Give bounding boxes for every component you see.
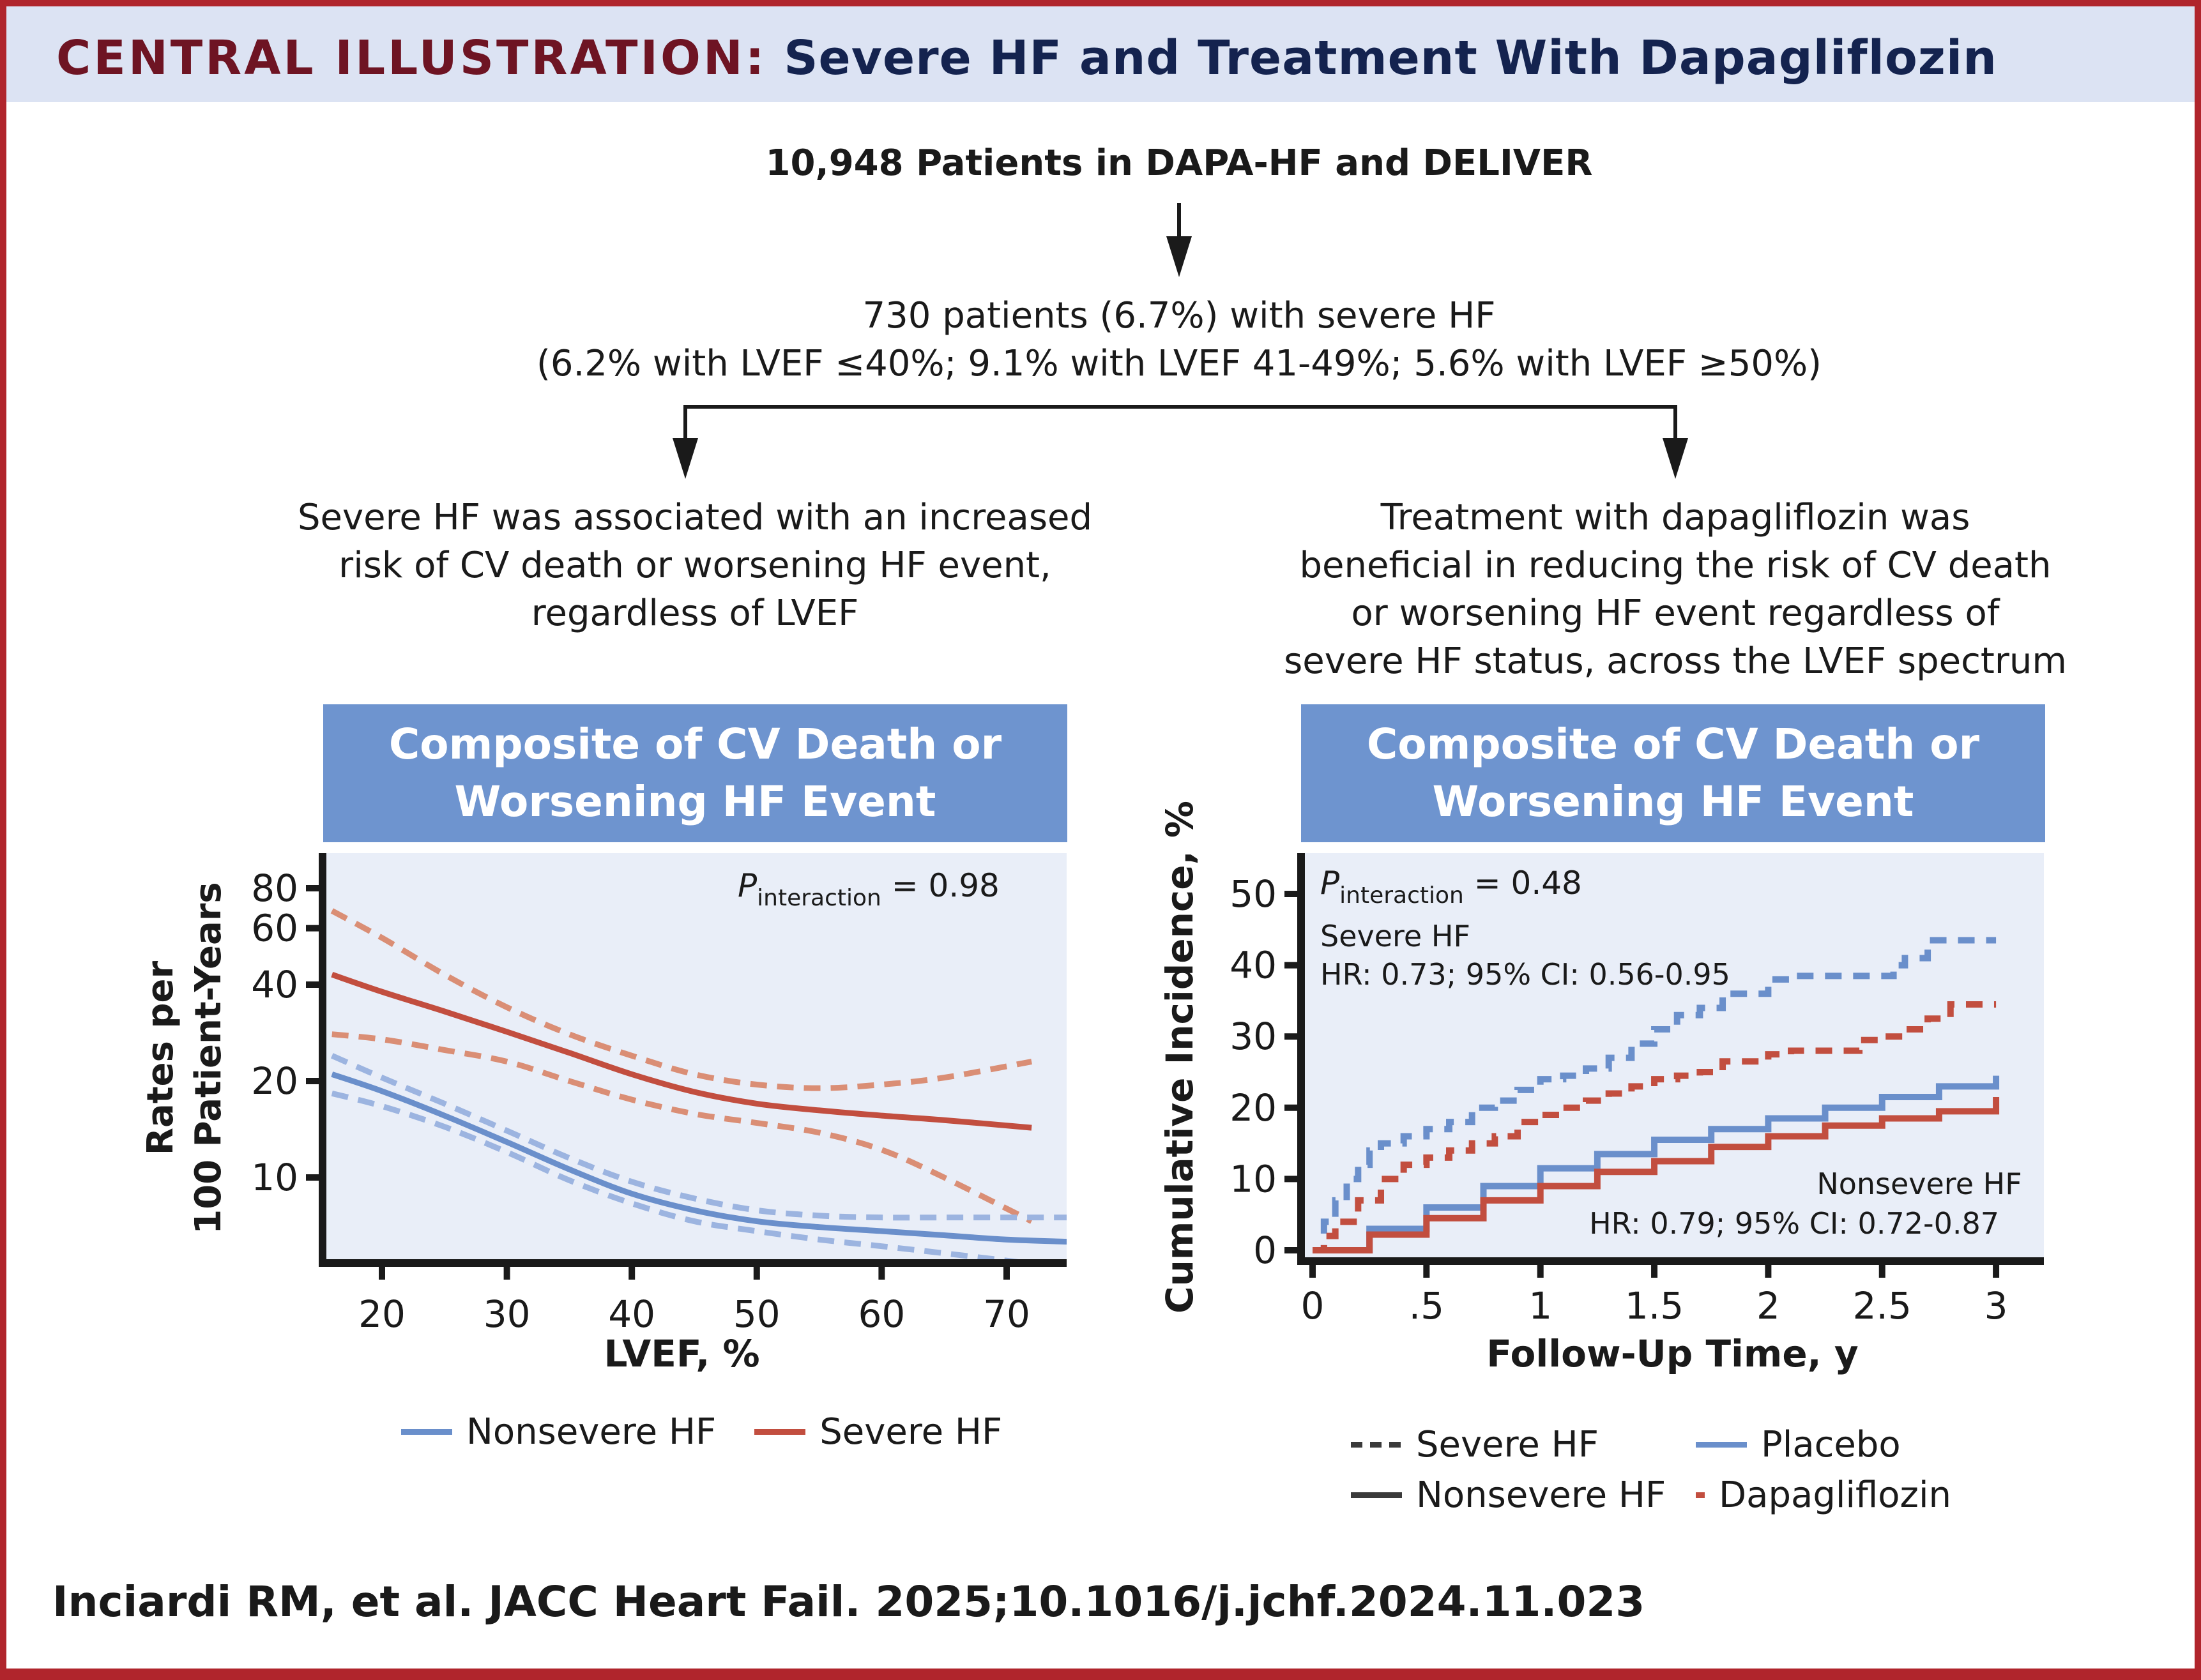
- legend-item-severe-dashed: Severe HF: [1351, 1424, 1696, 1465]
- nonsevere-hf-annotation-title: Nonsevere HF: [1816, 1167, 2022, 1201]
- x-tick-label: 1.5: [1625, 1284, 1684, 1328]
- flow-top-box: 10,948 Patients in DAPA-HF and DELIVER: [765, 142, 1593, 184]
- flow-arrow-right-head-icon: [1663, 438, 1688, 479]
- central-illustration-label: CENTRAL ILLUSTRATION:: [56, 31, 767, 86]
- legend-item-dapagliflozin: Dapagliflozin: [1696, 1474, 1951, 1516]
- y-axis-label-line1: Rates per: [140, 961, 181, 1156]
- x-tick-label: 30: [484, 1292, 531, 1336]
- y-tick-label: 20: [251, 1059, 298, 1103]
- series-line-severe-hf-upper-ci: [330, 908, 1032, 1091]
- flow-arrow-1-line: [1177, 203, 1181, 241]
- legend-swatch-blue: [401, 1429, 452, 1435]
- header-title: CENTRAL ILLUSTRATION: Severe HF and Trea…: [56, 31, 1997, 86]
- y-axis-label: Cumulative Incidence, %: [1158, 801, 1201, 1313]
- right-chart: 0 10 20 30 40 50 0 .5 1 1.5 2 2.5 3 Follow-Up Time, y…: [1158, 801, 2044, 1375]
- severe-hf-annotation-title: Severe HF: [1320, 919, 1470, 953]
- y-tick-label: 40: [251, 963, 298, 1006]
- km-curve-nonsevere-hf-dapagliflozin: [1313, 1097, 2000, 1253]
- right-panel-header: Composite of CV Death or Worsening HF Ev…: [1301, 704, 2045, 842]
- y-tick-label: 0: [1253, 1229, 1277, 1272]
- x-axis-label: LVEF, %: [604, 1332, 759, 1375]
- legend-item-severe: Severe HF: [754, 1411, 1002, 1453]
- flow-branch-right-stem: [1673, 405, 1677, 443]
- legend-item-nonsevere-solid: Nonsevere HF: [1351, 1474, 1696, 1516]
- series-line-nonsevere-hf: [331, 1071, 1067, 1245]
- x-axis-label: Follow-Up Time, y: [1486, 1332, 1858, 1375]
- y-tick-label: 20: [1230, 1086, 1277, 1130]
- right-finding-text: Treatment with dapagliflozin was benefic…: [1284, 497, 2067, 682]
- flow-branch-line: [683, 405, 1677, 409]
- severe-hf-hr-annotation: HR: 0.73; 95% CI: 0.56-0.95: [1320, 957, 1730, 992]
- x-tick-label: 60: [858, 1292, 905, 1336]
- flow-arrow-left-head-icon: [673, 438, 698, 479]
- km-curve-severe-hf-placebo: [1313, 937, 1997, 1253]
- right-legend: Severe HF Placebo Nonsevere HF Dapaglifl…: [1351, 1424, 1951, 1516]
- y-tick-label: 80: [251, 866, 298, 910]
- y-tick-label: 40: [1230, 944, 1277, 987]
- series-group: [330, 908, 1067, 1263]
- x-tick-label: 20: [358, 1292, 406, 1336]
- illustration-title: Severe HF and Treatment With Dapaglifloz…: [784, 31, 1997, 86]
- p-interaction-annotation: Pinteraction = 0.98: [738, 867, 1000, 911]
- x-tick-label: 2.5: [1853, 1284, 1912, 1328]
- legend-swatch-blue: [1696, 1442, 1747, 1448]
- km-curve-nonsevere-hf-placebo: [1313, 1075, 2000, 1253]
- y-tick-label: 10: [1230, 1157, 1277, 1200]
- flow-branch-left-stem: [683, 405, 687, 443]
- flow-arrow-1-head-icon: [1166, 236, 1192, 277]
- left-legend: Nonsevere HF Severe HF: [401, 1411, 1040, 1453]
- series-line-nonsevere-hf-upper-ci: [330, 1053, 1067, 1221]
- x-tick-label: 70: [983, 1292, 1030, 1336]
- flow-middle-line1: 730 patients (6.7%) with severe HF: [862, 295, 1496, 337]
- legend-swatch-red: [1696, 1492, 1705, 1498]
- series-line-nonsevere-hf-lower-ci: [331, 1090, 1049, 1263]
- y-tick-label: 60: [251, 907, 298, 950]
- x-tick-label: 40: [608, 1292, 655, 1336]
- x-tick-label: 3: [1984, 1284, 2008, 1328]
- flow-middle-line2: (6.2% with LVEF ≤40%; 9.1% with LVEF 41-…: [536, 343, 1822, 384]
- series-line-severe-hf-lower-ci: [331, 1031, 1033, 1224]
- x-tick-label: 1: [1528, 1284, 1552, 1328]
- legend-swatch-red: [754, 1429, 806, 1435]
- nonsevere-hf-hr-annotation: HR: 0.79; 95% CI: 0.72-0.87: [1589, 1206, 1999, 1241]
- citation: Inciardi RM, et al. JACC Heart Fail. 202…: [52, 1577, 1645, 1626]
- left-finding-text: Severe HF was associated with an increas…: [297, 497, 1093, 634]
- left-panel-header: Composite of CV Death or Worsening HF Ev…: [323, 704, 1067, 842]
- plot-area: [323, 853, 1067, 1263]
- x-tick-label: 50: [733, 1292, 781, 1336]
- x-tick-label: 0: [1301, 1284, 1325, 1328]
- series-line-severe-hf: [331, 971, 1032, 1131]
- legend-item-placebo: Placebo: [1696, 1424, 1951, 1465]
- p-interaction-annotation: Pinteraction = 0.48: [1320, 865, 1582, 909]
- header-band: CENTRAL ILLUSTRATION: Severe HF and Trea…: [6, 6, 2195, 102]
- x-tick-label: 2: [1756, 1284, 1780, 1328]
- y-tick-label: 30: [1230, 1015, 1277, 1058]
- legend-item-nonsevere: Nonsevere HF: [401, 1411, 716, 1453]
- y-axis-label-line2: 100 Patient-Years: [188, 882, 229, 1234]
- y-tick-label: 10: [251, 1156, 298, 1199]
- x-tick-label: .5: [1409, 1284, 1444, 1328]
- y-tick-label: 50: [1230, 872, 1277, 916]
- plot-area: [1301, 853, 2044, 1261]
- legend-swatch-solid: [1351, 1492, 1402, 1498]
- legend-swatch-dashed: [1351, 1442, 1402, 1448]
